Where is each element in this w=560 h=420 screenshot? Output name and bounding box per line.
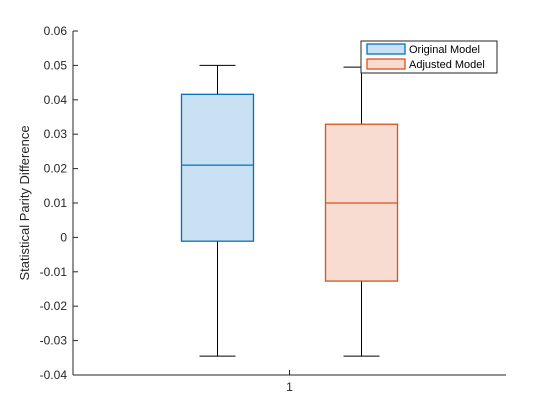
y-tick-label: 0.04 xyxy=(44,93,68,107)
y-tick-label: 0.01 xyxy=(44,196,68,210)
legend-label: Original Model xyxy=(409,44,480,56)
boxes-layer xyxy=(180,64,399,357)
y-tick-label: 0.02 xyxy=(44,162,68,176)
x-ticks: 1 xyxy=(286,370,293,394)
plot-area xyxy=(73,31,506,375)
x-tick-label: 1 xyxy=(286,380,293,394)
y-tick-label: -0.03 xyxy=(40,334,68,348)
y-ticks: -0.04 -0.03 -0.02 -0.01 0 0.01 0.02 0.03 0.04 0.0… xyxy=(40,24,78,382)
y-axis-title: Statistical Parity Difference xyxy=(17,125,32,280)
y-tick-label: 0 xyxy=(60,230,67,244)
y-tick-label: -0.04 xyxy=(40,368,68,382)
y-tick-label: 0.05 xyxy=(44,58,68,72)
y-tick-label: 0.06 xyxy=(44,24,68,38)
legend-label: Adjusted Model xyxy=(409,59,485,71)
box-rect xyxy=(180,93,255,242)
y-tick-label: -0.01 xyxy=(40,265,68,279)
box-1 xyxy=(180,64,255,357)
y-tick-label: 0.03 xyxy=(44,127,68,141)
legend-swatch xyxy=(366,58,406,70)
legend: Original Model Adjusted Model xyxy=(360,40,498,74)
y-tick-label: -0.02 xyxy=(40,299,68,313)
legend-swatch xyxy=(366,43,406,55)
box-2 xyxy=(324,66,399,357)
